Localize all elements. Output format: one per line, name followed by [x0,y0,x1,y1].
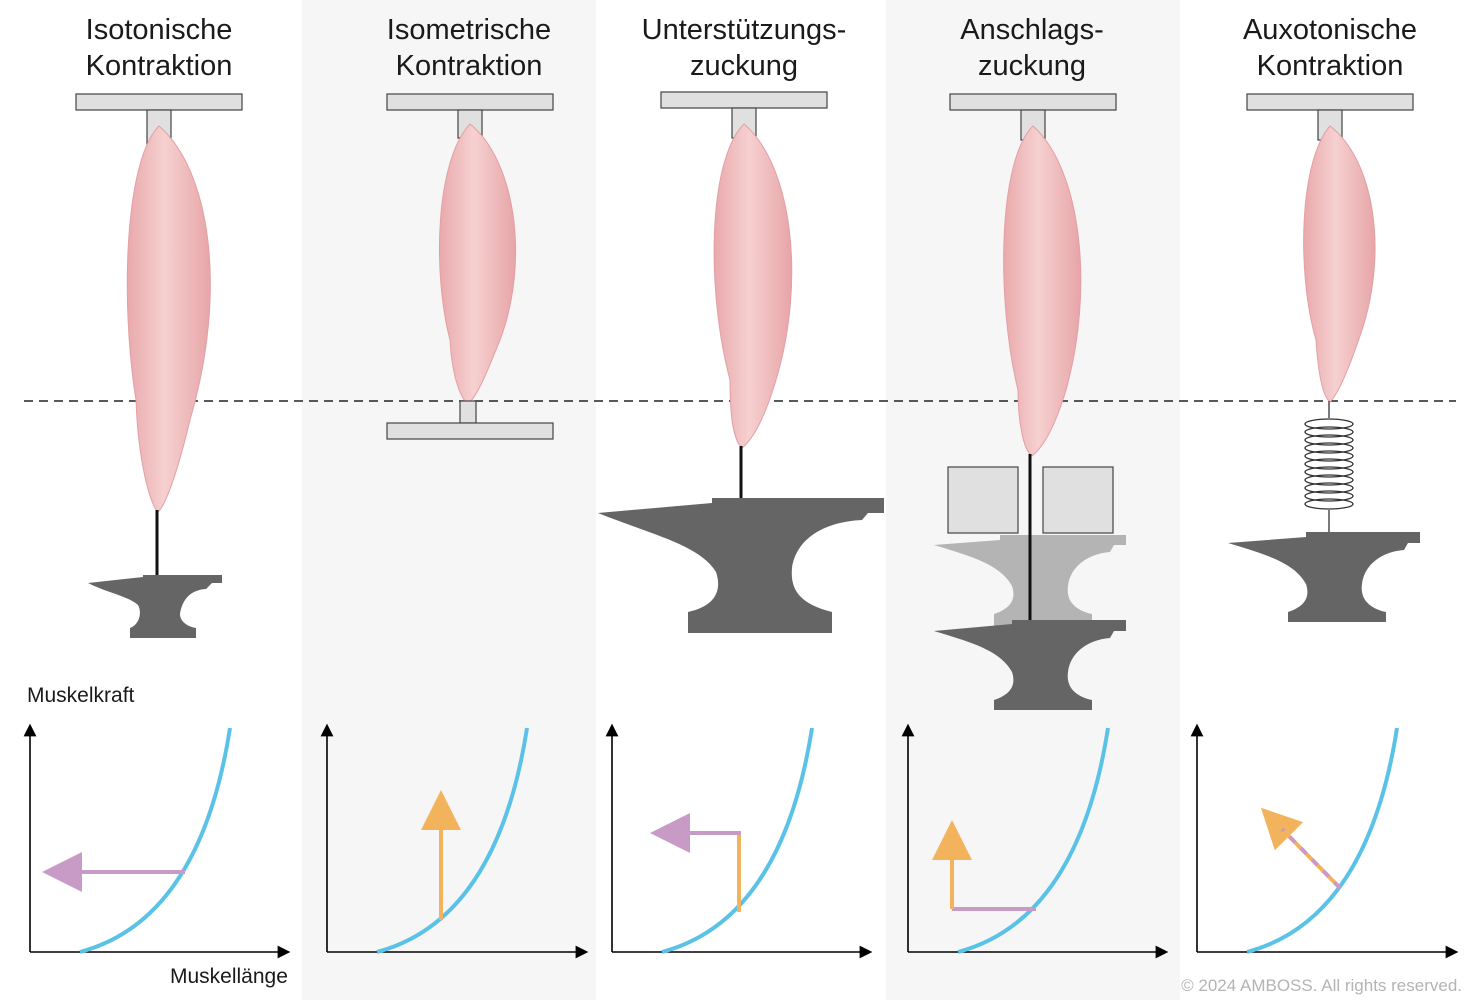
title-support-line2: zuckung [689,50,798,82]
title-afterload-line2: zuckung [977,50,1086,82]
x-axis-label: Muskellänge [170,965,288,988]
title-isometric: Isometrische Kontraktion [319,12,619,84]
y-axis-label: Muskelkraft [27,684,135,707]
stopper-block-left [947,466,1019,534]
panel-isometric-apparatus [386,93,554,440]
muscle [713,123,793,449]
graph-isotonic [23,723,291,959]
combined-arrow-stripe [1280,827,1342,890]
title-isometric-line2: Kontraktion [395,50,543,82]
graph-isometric [320,723,589,959]
length-tension-curve [1246,727,1399,954]
muscle [1003,125,1082,457]
graph-auxotonic [1190,723,1459,959]
tendon-holder-bottom [459,400,477,424]
panel-auxotonic-apparatus [1228,93,1420,622]
combined-arrow-base [1260,807,1342,890]
title-auxotonic-line1: Auxotonische [1242,14,1418,46]
length-tension-curve [957,727,1110,954]
graph-support [605,723,873,959]
copyright-notice: © 2024 AMBOSS. All rights reserved. [1181,976,1462,995]
title-isotonic-line1: Isotonische [85,14,233,46]
ceiling-bar [386,93,554,111]
muscle [1303,125,1376,403]
title-afterload: Anschlags- zuckung [882,12,1182,84]
title-afterload-line1: Anschlags- [960,14,1104,46]
floor-bar [386,422,554,440]
anvil [598,498,884,633]
stopper-block-right [1042,466,1114,534]
title-auxotonic: Auxotonische Kontraktion [1180,12,1470,84]
length-tension-curve [79,727,232,954]
length-tension-curve [661,727,814,954]
title-isotonic: Isotonische Kontraktion [9,12,309,84]
title-isometric-line1: Isometrische [386,14,552,46]
title-support-line1: Unterstützungs- [641,14,847,46]
muscle [126,125,211,513]
title-isotonic-line2: Kontraktion [85,50,233,82]
anvil [934,620,1126,710]
graph-afterload [901,723,1169,959]
ceiling-bar [1246,93,1414,111]
panel-afterload-apparatus [934,93,1126,710]
panel-isotonic-apparatus [75,93,243,638]
ceiling-bar [75,93,243,111]
ceiling-bar [660,91,828,109]
panel-support-apparatus [598,91,884,633]
length-tension-curve [376,727,529,954]
title-support: Unterstützungs- zuckung [594,12,894,84]
muscle [438,123,517,405]
spring [1304,401,1354,532]
anvil [88,575,222,638]
anvil [1228,532,1420,622]
title-auxotonic-line2: Kontraktion [1256,50,1404,82]
ceiling-bar [949,93,1117,111]
